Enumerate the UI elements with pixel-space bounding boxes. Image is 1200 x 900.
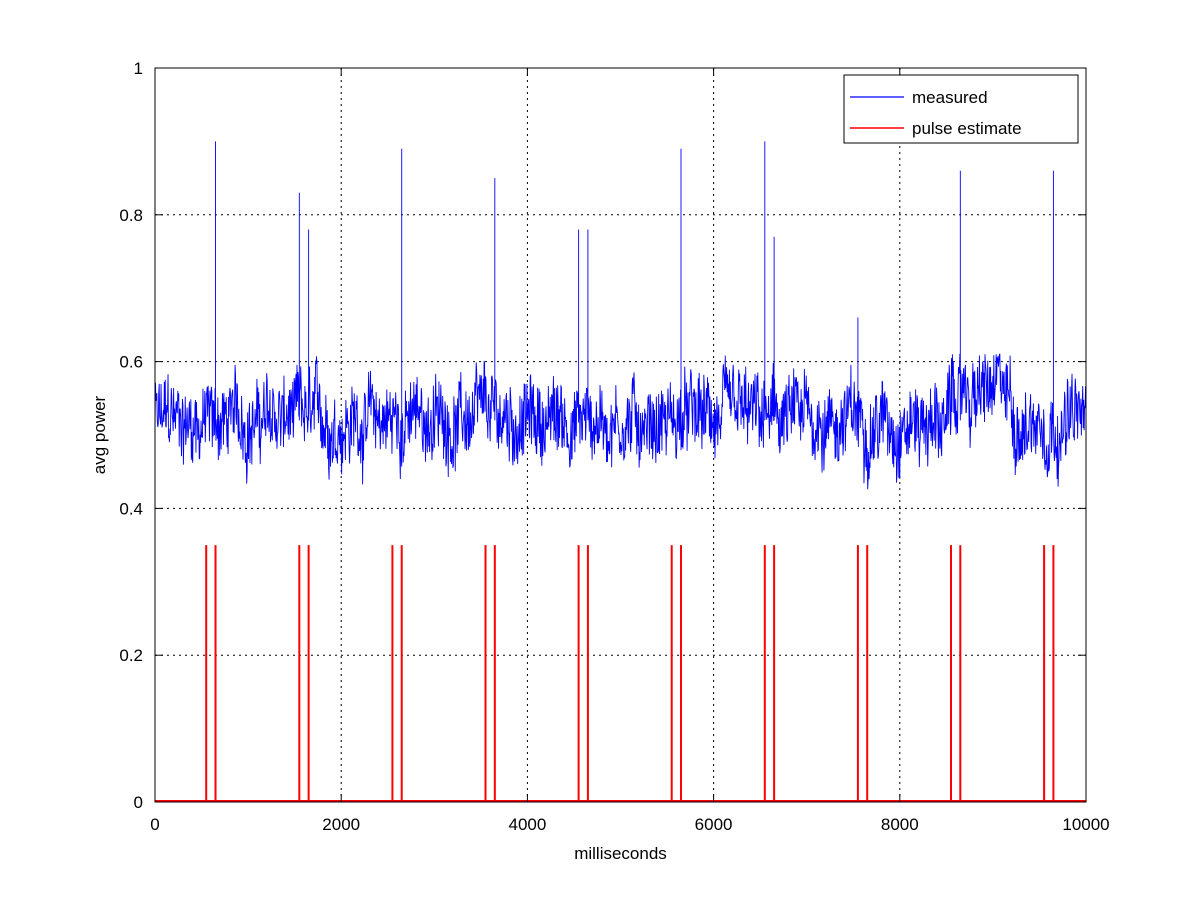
series-measured (154, 141, 1087, 490)
y-tick-label: 0.8 (119, 206, 143, 225)
grid (155, 68, 1086, 802)
y-tick-label: 0.6 (119, 353, 143, 372)
y-tick-label: 0.4 (119, 499, 143, 518)
x-tick-label: 6000 (695, 815, 733, 834)
y-tick-label: 0 (134, 793, 143, 812)
x-tick-label: 2000 (322, 815, 360, 834)
legend-box (843, 74, 1079, 144)
x-tick-label: 8000 (881, 815, 919, 834)
series-pulse-estimate (155, 545, 1086, 802)
ticks (154, 67, 1087, 803)
measured-line (154, 141, 1087, 490)
x-tick-label: 10000 (1062, 815, 1109, 834)
x-axis-label: milliseconds (574, 844, 667, 863)
y-axis-label: avg power (90, 395, 109, 474)
x-tick-label: 4000 (508, 815, 546, 834)
legend-entry-pulse-estimate: pulse estimate (912, 119, 1022, 138)
legend-entry-measured: measured (912, 88, 988, 107)
legend: measured pulse estimate (843, 74, 1079, 144)
x-tick-label: 0 (150, 815, 159, 834)
tick-labels: 0 2000 4000 6000 8000 10000 0 0.2 0.4 0.6 0.8 1 (119, 59, 1109, 834)
y-tick-label: 1 (134, 59, 143, 78)
y-tick-label: 0.2 (119, 646, 143, 665)
plot-frame (154, 67, 1087, 803)
